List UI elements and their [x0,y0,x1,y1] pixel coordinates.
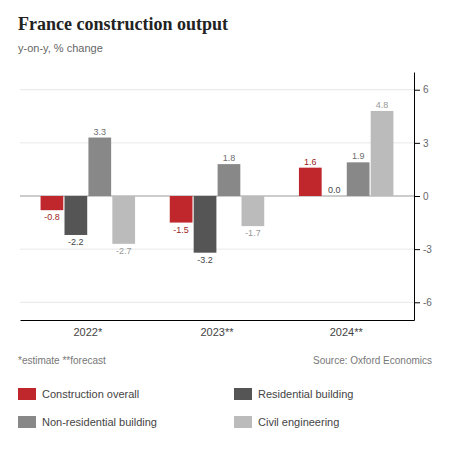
data-label: -0.8 [44,212,60,222]
data-label: -3.2 [197,255,213,265]
legend: Construction overall Residential building… [18,388,353,428]
chart: France construction output y-on-y, % chan… [0,0,450,470]
tick-mark [414,196,420,197]
x-axis: 2022* 2023** 2024** [21,321,415,338]
tick: -6 [414,297,432,308]
legend-label: Non-residential building [42,416,157,428]
subtitle: y-on-y, % change [18,42,103,54]
data-label: 0.0 [328,185,341,195]
tick-label: 2022* [73,326,102,338]
plot: -0.8 -1.5 1.6 -2.2 -3.2 0.0 3.3 1.8 1.9 -2.7 -1.7 4… [20,73,432,338]
annotation: Source: Oxford Economics [313,355,432,366]
tick-label: 2024** [330,326,364,338]
legend-item: Residential building [234,388,353,400]
bar [323,196,346,197]
tick-label: 2023** [200,326,234,338]
data-label: -1.5 [173,225,189,235]
grid-line [20,302,414,303]
bar [194,196,217,253]
legend-swatch [18,388,36,400]
tick-label: 3 [423,138,429,149]
tick: 2022* [73,326,102,338]
legend-swatch [234,416,252,428]
grid-line [20,249,414,250]
bar [170,196,193,223]
data-label: -2.7 [116,246,132,256]
data-label: -2.2 [68,237,84,247]
tick-mark [414,302,420,303]
data-label: 1.8 [223,153,236,163]
tick: 6 [414,84,429,95]
grid [20,90,414,303]
legend-item: Non-residential building [18,416,157,428]
bar [347,162,370,196]
y-axis: -6 -3 0 3 6 [414,73,432,321]
legend-label: Construction overall [42,388,139,400]
bar [371,111,394,196]
bar [64,196,87,235]
tick-label: 6 [423,84,429,95]
tick-mark [414,90,420,91]
tick: 0 [414,191,429,202]
bar [218,164,241,196]
legend-label: Residential building [258,388,353,400]
tick-label: -6 [423,297,432,308]
legend-item: Civil engineering [234,416,339,428]
tick: 2024** [330,326,364,338]
tick-mark [414,249,420,250]
tick-label: -3 [423,244,432,255]
bar [242,196,265,226]
tick: 2023** [200,326,234,338]
bar [299,168,322,196]
data-label: -1.7 [245,228,261,238]
legend-swatch [234,388,252,400]
bars [41,111,394,253]
data-label: 3.3 [94,127,107,137]
tick-label: 0 [423,191,429,202]
data-label: 4.8 [376,100,389,110]
legend-item: Construction overall [18,388,139,400]
bar [88,138,111,196]
grid-line [20,89,414,90]
tick-mark [414,143,420,144]
data-label: 1.9 [352,151,365,161]
data-label: 1.6 [304,157,317,167]
title: France construction output [18,14,228,34]
data-labels: -0.8 -1.5 1.6 -2.2 -3.2 0.0 3.3 1.8 1.9 -2.7 -1.7 4… [44,100,388,265]
legend-swatch [18,416,36,428]
axis-line [21,320,415,321]
annotation: *estimate **forecast [18,355,106,366]
grid-line [20,142,414,143]
tick: -3 [414,244,432,255]
tick: 3 [414,138,429,149]
bar [41,196,64,210]
legend-label: Civil engineering [258,416,339,428]
bar [112,196,135,244]
